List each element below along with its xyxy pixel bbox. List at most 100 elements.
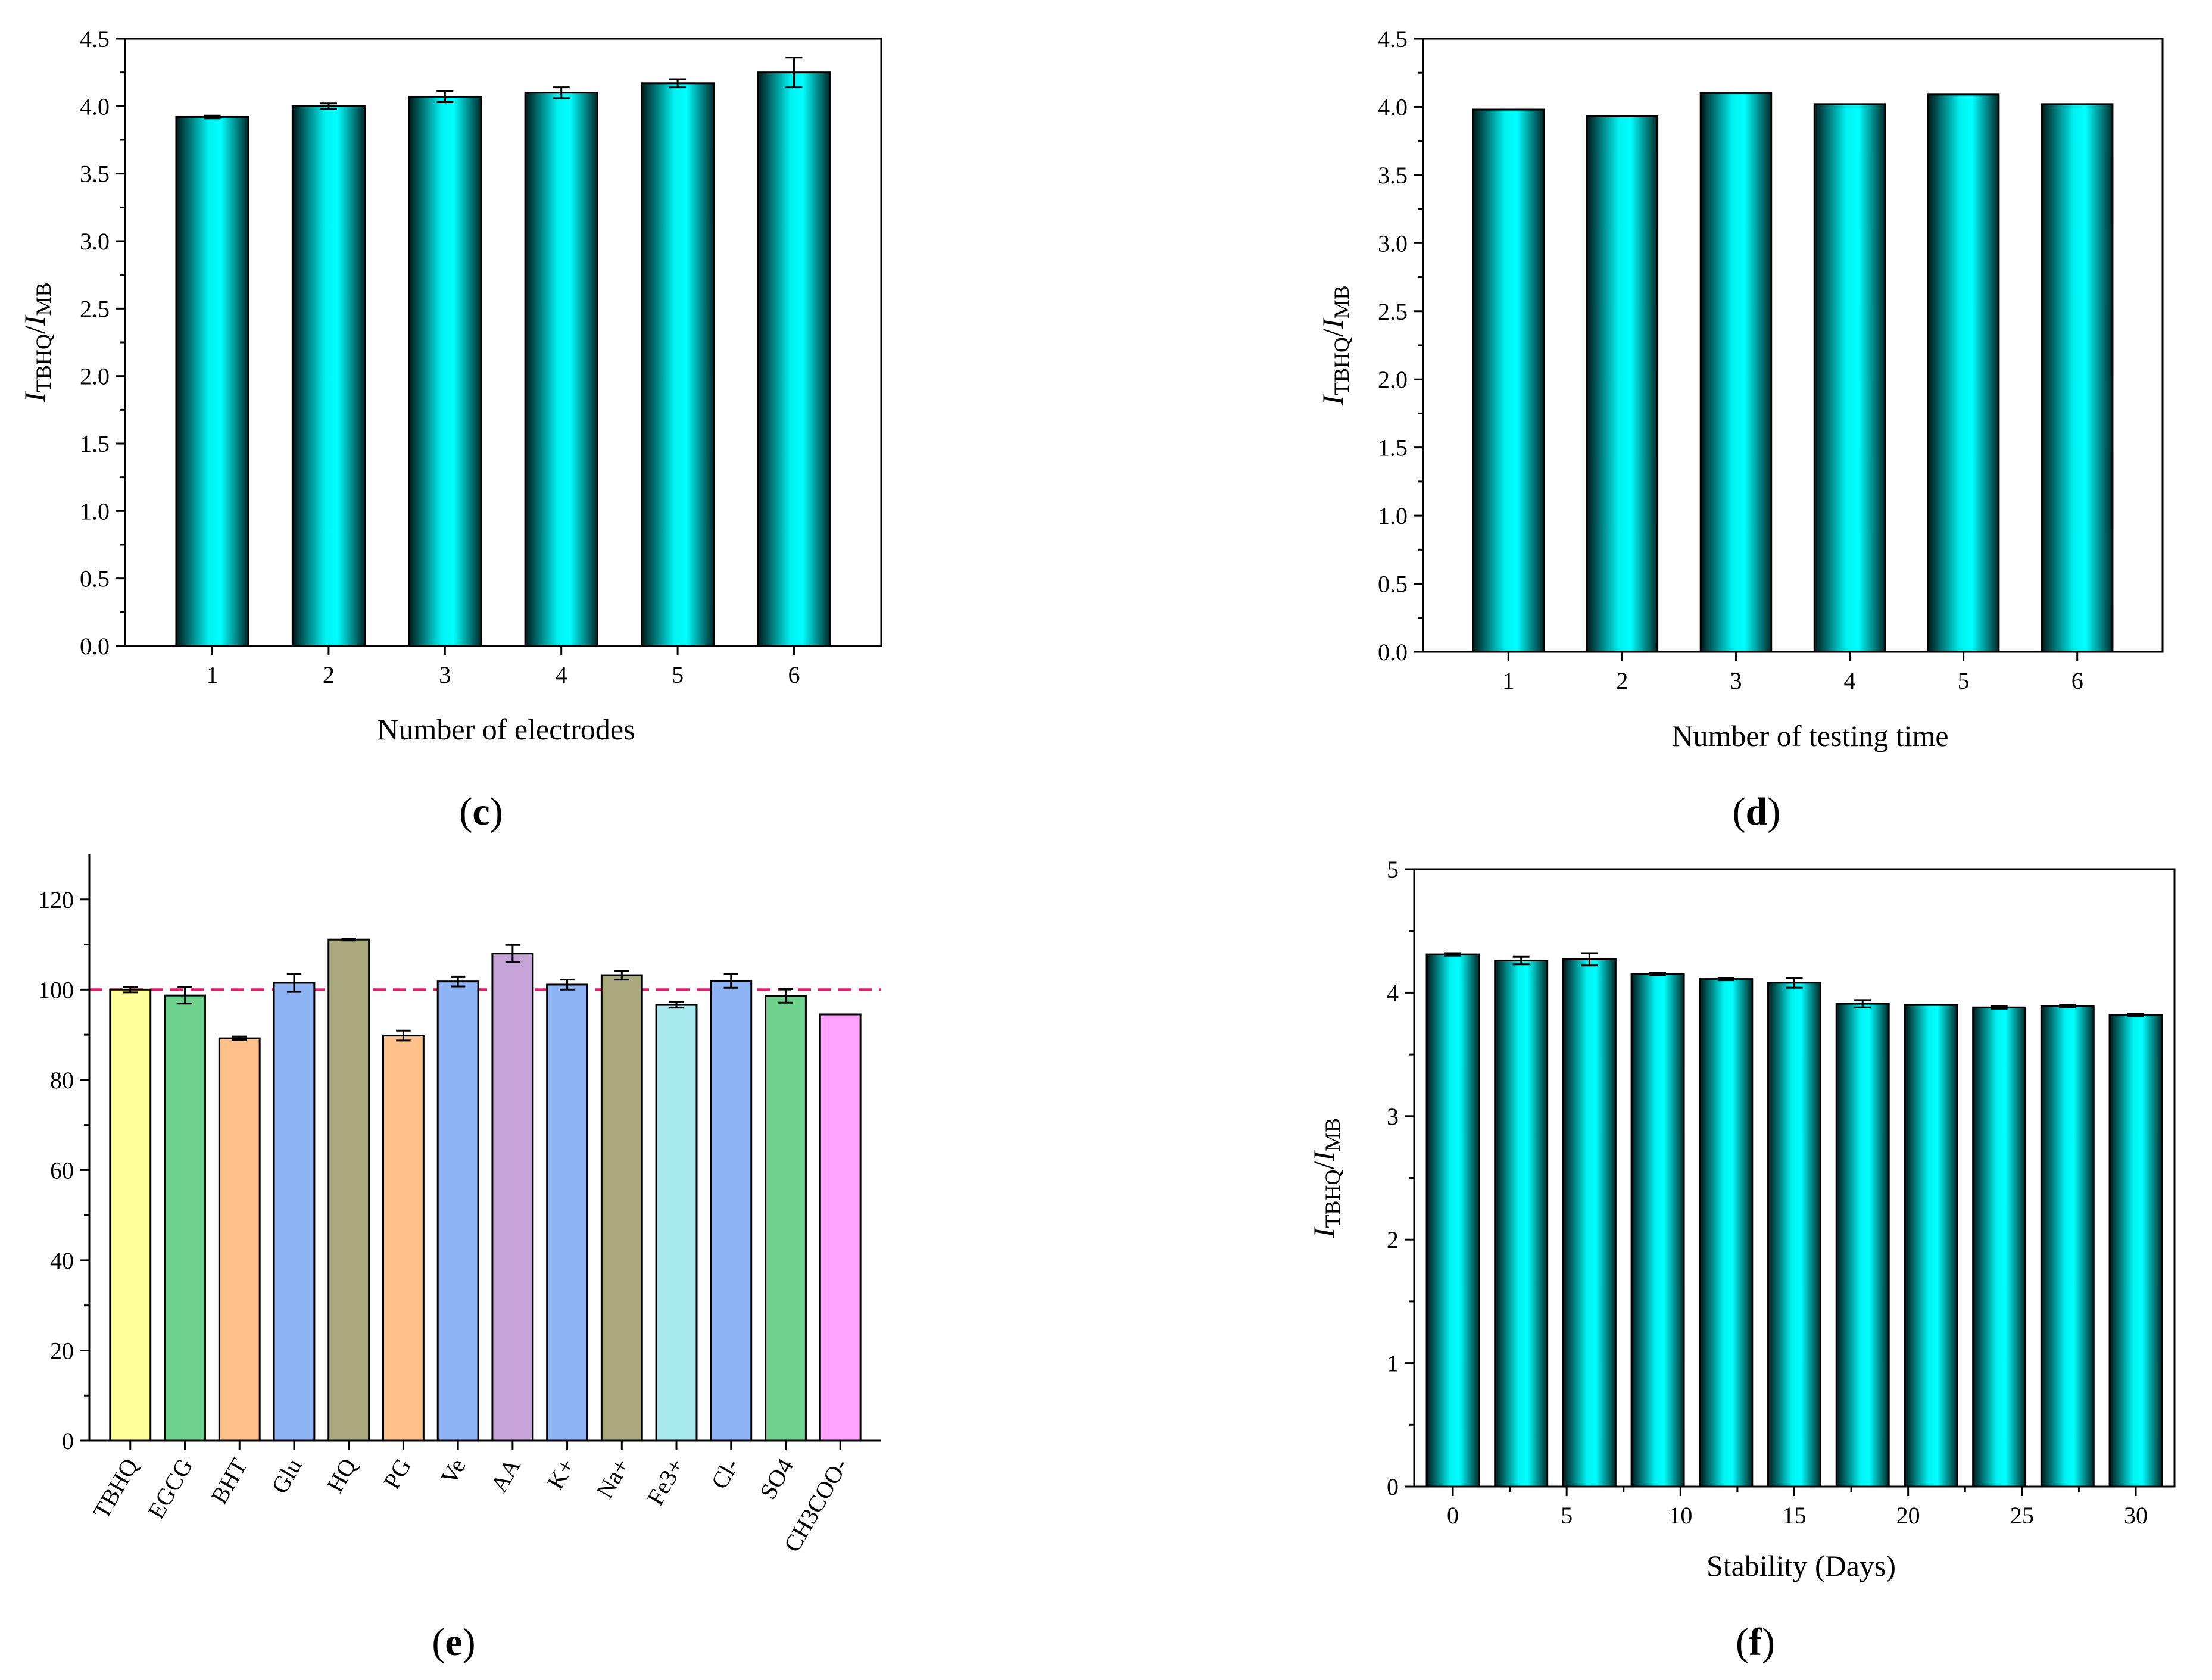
chart-f-ytick-label: 4 xyxy=(1387,979,1399,1006)
chart-e-bar xyxy=(382,1035,425,1442)
chart-c-xlabel: Number of electrodes xyxy=(377,713,635,746)
chart-d-axes xyxy=(1422,38,2164,653)
chart-d-bar xyxy=(1927,93,2000,653)
chart-f-error-bar xyxy=(1512,955,1530,966)
chart-c-ytick-label: 0.5 xyxy=(80,566,110,592)
chart-d-ytick-label: 4.5 xyxy=(1378,26,1408,52)
chart-f-plot: 0 1 2 3 4 5 0 5 10 15 20 25 30 ITBHQ/IMB xyxy=(1307,856,2176,1529)
chart-d-bar xyxy=(2041,103,2114,653)
chart-c-error-bar xyxy=(436,90,454,104)
chart-f: 0 1 2 3 4 5 0 5 10 15 20 25 30 ITBHQ/IMB Stability (D… xyxy=(1307,856,2176,1664)
chart-d-ytick-label: 1.0 xyxy=(1378,502,1408,529)
chart-f-xlabel: Stability (Days) xyxy=(1706,1549,1896,1582)
chart-e-bar xyxy=(546,983,589,1442)
chart-d-bar xyxy=(1472,108,1545,653)
chart-e-xtick-label: Fe3+ xyxy=(642,1454,690,1510)
chart-c-xtick-label: 2 xyxy=(323,661,335,688)
chart-e-error-bar xyxy=(614,969,629,981)
chart-d-bar xyxy=(1699,92,1773,653)
chart-c-error-bar xyxy=(785,57,803,89)
chart-c-bar xyxy=(175,115,249,647)
chart-f-error-bar xyxy=(1649,972,1667,976)
chart-e-xtick-label: Ve xyxy=(435,1454,471,1489)
chart-e-bar xyxy=(765,995,807,1442)
chart-d-ylabel: ITBHQ/IMB xyxy=(1316,285,1353,405)
chart-d-xtick-label: 4 xyxy=(1844,667,1856,694)
chart-f-xtick-label: 25 xyxy=(2010,1502,2034,1529)
chart-e-xtick-label: AA xyxy=(485,1454,526,1497)
chart-f-ytick-label: 1 xyxy=(1387,1350,1399,1377)
chart-e-xtick-label: BHT xyxy=(205,1454,252,1509)
chart-e-ytick-label: 80 xyxy=(50,1067,74,1094)
chart-f-bar xyxy=(1904,1004,1958,1488)
chart-e-bar xyxy=(164,994,206,1442)
chart-f-error-bar xyxy=(1991,1005,2008,1010)
chart-e-bar xyxy=(273,982,316,1442)
chart-d-ytick-label: 4.0 xyxy=(1378,93,1408,120)
chart-e-xtick-label: K+ xyxy=(542,1454,581,1494)
chart-c-xtick-label: 3 xyxy=(439,661,451,688)
chart-d-bar xyxy=(1586,115,1659,653)
chart-f-xtick-label: 10 xyxy=(1668,1502,1692,1529)
chart-c-bar xyxy=(757,71,831,647)
chart-c-xtick-label: 1 xyxy=(207,661,219,688)
chart-f-xtick-label: 30 xyxy=(2124,1502,2148,1529)
chart-c-bar xyxy=(641,82,715,647)
chart-f-ytick-label: 2 xyxy=(1387,1226,1399,1253)
chart-f-xtick-label: 5 xyxy=(1561,1502,1573,1529)
chart-e-xtick-label: SO4 xyxy=(754,1454,799,1504)
chart-e-bar xyxy=(218,1037,261,1442)
chart-c-xtick-label: 5 xyxy=(672,661,684,688)
chart-c-bar xyxy=(524,92,598,647)
chart-f-bar xyxy=(1494,959,1549,1488)
chart-e-bar xyxy=(655,1004,698,1442)
chart-f-ytick-label: 3 xyxy=(1387,1103,1399,1130)
chart-d-ytick-label: 0.5 xyxy=(1378,571,1408,598)
chart-c: 0.0 0.5 1.0 1.5 2.0 2.5 3.0 3.5 4.0 4.5 1 2 3 4 5 6 ITBH… xyxy=(18,26,882,833)
chart-e-error-bar xyxy=(505,944,520,963)
chart-d-bar xyxy=(1813,103,1886,653)
chart-e-bar xyxy=(436,980,479,1442)
chart-c-panel-label: (c) xyxy=(459,790,503,833)
chart-e-ytick-label: 40 xyxy=(50,1247,74,1274)
chart-f-bar xyxy=(1699,978,1754,1488)
chart-e-error-bar xyxy=(341,938,356,942)
chart-f-error-bar xyxy=(1854,999,1871,1008)
chart-e-error-bar xyxy=(723,973,738,989)
chart-e-ytick-label: 0 xyxy=(62,1428,74,1454)
chart-d-ytick-label: 0.0 xyxy=(1378,639,1408,666)
chart-c-ytick-label: 4.5 xyxy=(80,26,110,52)
chart-c-axes xyxy=(124,38,882,647)
chart-f-xtick-label: 0 xyxy=(1447,1502,1459,1529)
chart-e-bar xyxy=(109,988,152,1442)
chart-e-error-bar xyxy=(778,988,793,1004)
chart-e-xtick-label: Na+ xyxy=(591,1454,635,1503)
chart-e-xtick-label: Glu xyxy=(266,1454,307,1498)
chart-f-error-bar xyxy=(2127,1013,2144,1017)
chart-f-error-bar xyxy=(1444,952,1461,957)
chart-f-ylabel: ITBHQ/IMB xyxy=(1307,1118,1344,1238)
chart-e-axes xyxy=(88,854,881,1442)
chart-e-error-bar xyxy=(396,1029,411,1042)
chart-e-xtick-label: HQ xyxy=(322,1454,362,1497)
chart-c-ytick-label: 1.5 xyxy=(80,430,110,457)
chart-f-ytick-label: 0 xyxy=(1387,1473,1399,1500)
chart-f-bar xyxy=(1835,1003,1890,1488)
chart-d-panel-label: (d) xyxy=(1733,790,1781,833)
chart-e-error-bar xyxy=(123,986,138,994)
chart-e-bar xyxy=(710,980,753,1442)
chart-e-bar xyxy=(327,938,370,1442)
chart-d-xtick-label: 3 xyxy=(1730,667,1742,694)
chart-e-xtick-label: Cl- xyxy=(706,1454,744,1494)
chart-c-ytick-label: 3.5 xyxy=(80,161,110,188)
chart-e-xtick-label: EGCG xyxy=(142,1454,198,1523)
chart-f-bar xyxy=(1630,973,1685,1488)
chart-f-ytick-label: 5 xyxy=(1387,856,1399,883)
chart-e-bar xyxy=(491,953,534,1442)
chart-f-xtick-label: 15 xyxy=(1783,1502,1807,1529)
chart-f-bar xyxy=(2108,1014,2163,1488)
chart-c-error-bar xyxy=(320,102,337,110)
